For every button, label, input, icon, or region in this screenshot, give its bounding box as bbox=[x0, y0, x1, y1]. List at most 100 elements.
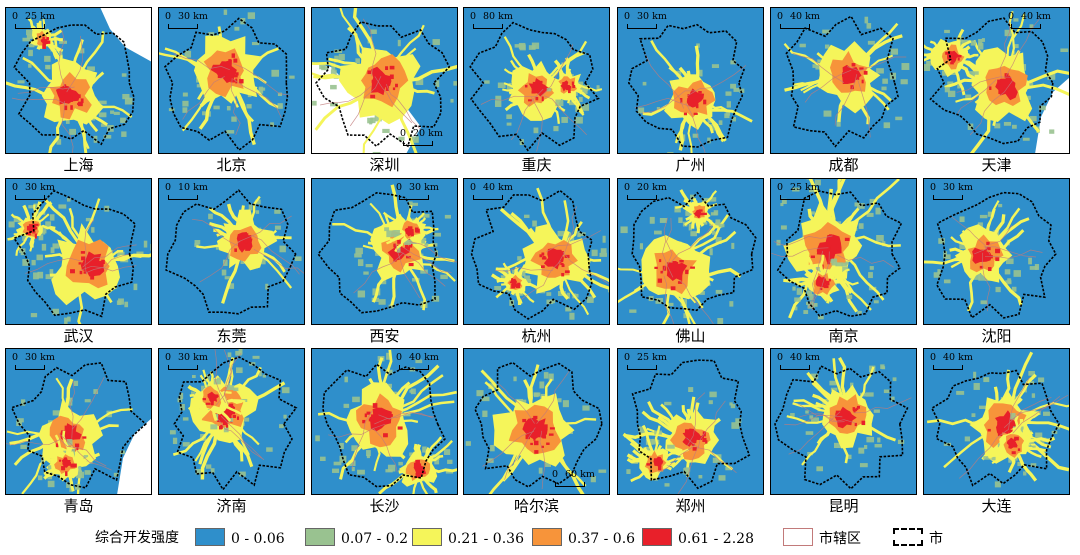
scale-bar: 0 60 km bbox=[552, 469, 605, 488]
map-17 bbox=[311, 348, 458, 495]
legend-title: 综合开发强度 bbox=[95, 530, 179, 546]
legend-district: 市辖区 bbox=[783, 528, 861, 548]
map-13 bbox=[770, 178, 917, 325]
map-panel: 0 40 km 长沙 bbox=[311, 348, 458, 515]
legend-label-4: 0.37 - 0.6 bbox=[568, 531, 636, 547]
scale-bar-line bbox=[627, 24, 657, 29]
scale-bar-value: 25 km bbox=[637, 352, 667, 363]
map-1 bbox=[5, 7, 152, 154]
scale-bar-line bbox=[473, 195, 503, 200]
city-label: 杭州 bbox=[521, 327, 552, 345]
scale-bar-line bbox=[403, 141, 433, 146]
map-panel: 0 40 km 杭州 bbox=[463, 178, 610, 345]
scale-bar-zero: 0 bbox=[165, 182, 172, 193]
scale-bar-zero: 0 bbox=[624, 182, 631, 193]
map-20 bbox=[770, 348, 917, 495]
scale-bar: 0 20 km bbox=[400, 128, 453, 147]
scale-bar: 0 40 km bbox=[470, 182, 523, 201]
scale-bar-line bbox=[168, 195, 198, 200]
legend-class-4: 0.37 - 0.6 bbox=[532, 528, 635, 548]
legend-city-label: 市 bbox=[929, 531, 943, 547]
city-label: 武汉 bbox=[63, 327, 94, 345]
scale-bar: 0 30 km bbox=[12, 352, 65, 371]
scale-bar-zero: 0 bbox=[12, 11, 19, 22]
legend-swatch-2 bbox=[305, 528, 335, 546]
legend-city: 市 bbox=[893, 528, 943, 548]
map-legend: 综合开发强度 0 - 0.06 0.07 - 0.2 0.21 - 0.36 0… bbox=[0, 524, 1080, 552]
map-4 bbox=[463, 7, 610, 154]
scale-bar-value: 20 km bbox=[413, 128, 443, 139]
map-18 bbox=[463, 348, 610, 495]
city-label: 成都 bbox=[828, 156, 859, 174]
city-label: 济南 bbox=[216, 497, 247, 515]
scale-bar-zero: 0 bbox=[552, 469, 559, 480]
map-panel: 0 20 km 佛山 bbox=[617, 178, 764, 345]
legend-city-swatch bbox=[893, 528, 923, 546]
scale-bar-value: 30 km bbox=[943, 182, 973, 193]
scale-bar-line bbox=[627, 365, 657, 370]
map-6 bbox=[770, 7, 917, 154]
scale-bar-line bbox=[780, 24, 810, 29]
legend-label-2: 0.07 - 0.2 bbox=[341, 531, 409, 547]
scale-bar: 0 80 km bbox=[470, 12, 523, 30]
city-label: 南京 bbox=[828, 327, 859, 345]
map-panel: 0 40 km 大连 bbox=[923, 348, 1070, 515]
scale-bar-line bbox=[399, 195, 429, 200]
city-label: 昆明 bbox=[828, 497, 859, 515]
scale-bar-line bbox=[627, 195, 657, 200]
scale-bar-line bbox=[473, 24, 503, 29]
scale-bar-line bbox=[780, 365, 810, 370]
scale-bar-value: 30 km bbox=[637, 11, 667, 22]
city-maps-grid: 0 25 km 上海 0 30 km 北京 0 20 km 深圳 0 80 km 重庆 0 30 km 广州… bbox=[5, 7, 1070, 515]
legend-class-1: 0 - 0.06 bbox=[195, 528, 285, 548]
scale-bar: 0 30 km bbox=[12, 183, 65, 201]
scale-bar-value: 10 km bbox=[178, 182, 208, 193]
legend-swatch-3 bbox=[412, 528, 442, 546]
scale-bar: 0 20 km bbox=[624, 182, 677, 201]
scale-bar-value: 60 km bbox=[565, 469, 595, 480]
scale-bar-zero: 0 bbox=[400, 128, 407, 139]
map-panel: 0 30 km 广州 bbox=[617, 7, 764, 174]
scale-bar-value: 20 km bbox=[637, 182, 667, 193]
map-panel: 0 60 km 哈尔滨 bbox=[463, 348, 610, 515]
map-9 bbox=[158, 178, 305, 325]
legend-class-2: 0.07 - 0.2 bbox=[305, 528, 408, 548]
city-label: 郑州 bbox=[675, 497, 706, 515]
map-panel: 0 25 km 南京 bbox=[770, 178, 917, 345]
map-panel: 0 20 km 深圳 bbox=[311, 7, 458, 174]
scale-bar-zero: 0 bbox=[165, 352, 172, 363]
scale-bar: 0 30 km bbox=[165, 352, 218, 371]
legend-class-5: 0.61 - 2.28 bbox=[642, 528, 754, 548]
map-panel: 0 40 km 成都 bbox=[770, 7, 917, 174]
scale-bar-line bbox=[168, 24, 198, 29]
map-5 bbox=[617, 7, 764, 154]
scale-bar-value: 30 km bbox=[178, 352, 208, 363]
scale-bar: 0 25 km bbox=[777, 182, 830, 201]
scale-bar-line bbox=[15, 365, 45, 370]
map-panel: 0 10 km 东莞 bbox=[158, 178, 305, 345]
map-10 bbox=[311, 178, 458, 325]
scale-bar-value: 40 km bbox=[790, 352, 820, 363]
legend-district-swatch bbox=[783, 528, 813, 546]
legend-label-5: 0.61 - 2.28 bbox=[678, 531, 754, 547]
legend-district-label: 市辖区 bbox=[819, 531, 861, 547]
map-panel: 0 40 km 昆明 bbox=[770, 348, 917, 515]
scale-bar-zero: 0 bbox=[165, 11, 172, 22]
map-panel: 0 30 km 沈阳 bbox=[923, 178, 1070, 345]
scale-bar-value: 30 km bbox=[178, 11, 208, 22]
scale-bar-zero: 0 bbox=[624, 352, 631, 363]
scale-bar: 0 25 km bbox=[12, 11, 65, 30]
scale-bar-value: 30 km bbox=[25, 352, 55, 363]
map-16 bbox=[158, 348, 305, 495]
scale-bar-zero: 0 bbox=[777, 182, 784, 193]
map-19 bbox=[617, 348, 764, 495]
scale-bar-zero: 0 bbox=[470, 182, 477, 193]
scale-bar-line bbox=[168, 365, 198, 370]
city-label: 佛山 bbox=[675, 327, 706, 345]
city-label: 天津 bbox=[981, 156, 1012, 174]
map-panel: 0 40 km 天津 bbox=[923, 7, 1070, 174]
legend-swatch-1 bbox=[195, 528, 225, 546]
scale-bar-value: 25 km bbox=[790, 182, 820, 193]
scale-bar-value: 30 km bbox=[409, 182, 439, 193]
scale-bar-value: 40 km bbox=[943, 352, 973, 363]
